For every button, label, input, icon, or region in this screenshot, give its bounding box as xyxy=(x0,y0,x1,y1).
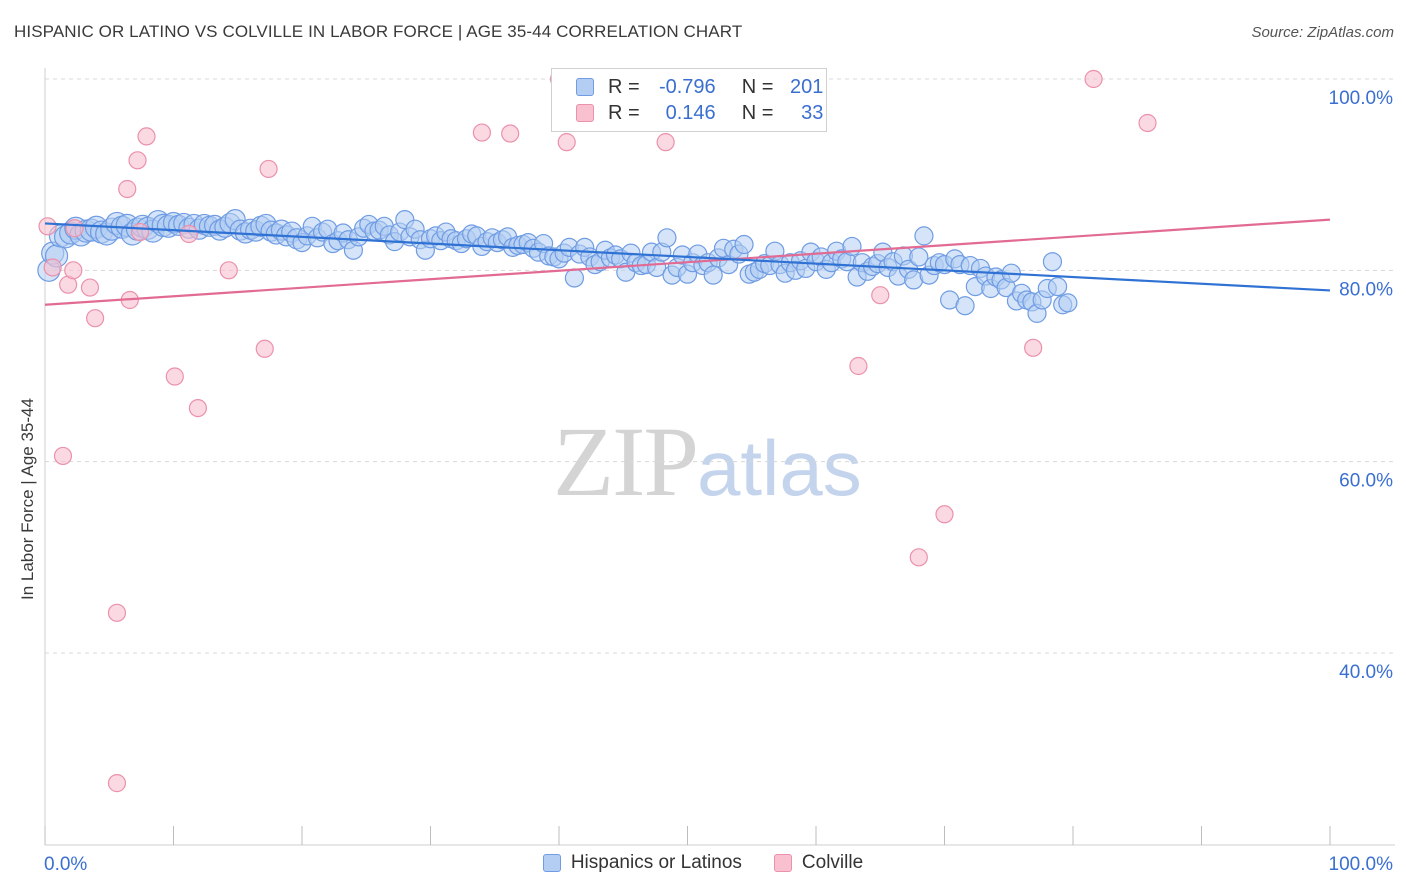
hispanic-point xyxy=(703,265,723,285)
hispanic-trend-line xyxy=(44,222,1331,292)
colville-point xyxy=(43,258,62,277)
colville-point xyxy=(128,151,147,170)
colville-point xyxy=(1024,338,1043,357)
hispanic-point xyxy=(657,228,677,248)
colville-point xyxy=(107,603,127,622)
colville-point xyxy=(557,133,576,152)
hispanic-point xyxy=(1042,252,1063,272)
y-tick-label: 60.0% xyxy=(1339,471,1393,492)
colville-point xyxy=(65,219,84,238)
hispanic-point xyxy=(955,296,975,316)
colville-point xyxy=(137,127,156,146)
chart-source: Source: ZipAtlas.com xyxy=(1251,24,1394,41)
colville-point xyxy=(118,179,137,199)
x-tick-label: 0.0% xyxy=(44,854,87,875)
colville-point xyxy=(86,309,105,328)
legend-label-colville: Colville xyxy=(801,852,864,873)
colville-point xyxy=(501,124,520,143)
colville-point xyxy=(255,339,274,358)
colville-point xyxy=(871,286,890,305)
stats-legend: R = -0.796 N = 201 R = 0.146 N = 33 xyxy=(551,68,827,132)
legend-item-hispanic: Hispanics or Latinos xyxy=(542,852,742,874)
legend-r-label: R = xyxy=(608,75,640,98)
colville-swatch xyxy=(576,104,594,122)
colville-swatch xyxy=(773,854,792,872)
legend-r-label: R = xyxy=(608,101,640,124)
legend-n-label: N = xyxy=(741,101,774,124)
colville-point xyxy=(130,222,150,242)
watermark-atlas: atlas xyxy=(697,424,862,512)
legend-r-value: 0.146 xyxy=(665,101,716,124)
colville-point xyxy=(849,356,868,376)
series-legend: Hispanics or Latinos Colville xyxy=(0,852,1406,874)
colville-point xyxy=(64,261,83,280)
hispanic-point xyxy=(564,268,585,288)
legend-r-value: -0.796 xyxy=(658,75,716,98)
colville-point xyxy=(909,548,928,567)
colville-point xyxy=(38,217,57,236)
colville-trend-line xyxy=(44,218,1331,306)
colville-point xyxy=(1084,69,1103,89)
hispanic-point xyxy=(1058,293,1078,313)
y-tick-label: 100.0% xyxy=(1329,88,1394,109)
hispanic-swatch xyxy=(576,78,594,96)
hispanic-point xyxy=(914,226,934,246)
colville-point xyxy=(259,159,278,179)
hispanic-point xyxy=(1047,276,1068,297)
legend-n-label: N = xyxy=(741,75,774,98)
legend-row-hispanic: R = -0.796 N = 201 xyxy=(576,74,823,100)
colville-point xyxy=(1138,113,1157,133)
legend-item-colville: Colville xyxy=(773,852,864,874)
legend-n-value: 201 xyxy=(790,75,824,98)
hispanic-point xyxy=(734,234,754,255)
y-tick-label: 80.0% xyxy=(1339,279,1393,300)
colville-point xyxy=(165,367,184,386)
colville-point xyxy=(656,133,675,152)
hispanic-swatch xyxy=(542,854,561,872)
watermark-zip: ZIP xyxy=(553,406,699,517)
x-tick-label: 100.0% xyxy=(1329,854,1394,875)
y-axis-label: In Labor Force | Age 35-44 xyxy=(18,398,37,600)
colville-point xyxy=(188,398,208,418)
colville-point xyxy=(472,123,491,142)
colville-point xyxy=(80,278,100,297)
legend-label-hispanic: Hispanics or Latinos xyxy=(570,852,742,873)
legend-row-colville: R = 0.146 N = 33 xyxy=(576,100,823,126)
chart-title: HISPANIC OR LATINO VS COLVILLE IN LABOR … xyxy=(14,22,743,41)
colville-point xyxy=(107,774,127,793)
legend-n-value: 33 xyxy=(801,101,824,124)
y-tick-label: 40.0% xyxy=(1339,662,1393,683)
colville-point xyxy=(935,505,954,524)
colville-point xyxy=(53,446,73,466)
colville-point xyxy=(219,261,238,280)
colville-point xyxy=(179,224,199,244)
watermark: ZIPatlas xyxy=(553,404,862,519)
